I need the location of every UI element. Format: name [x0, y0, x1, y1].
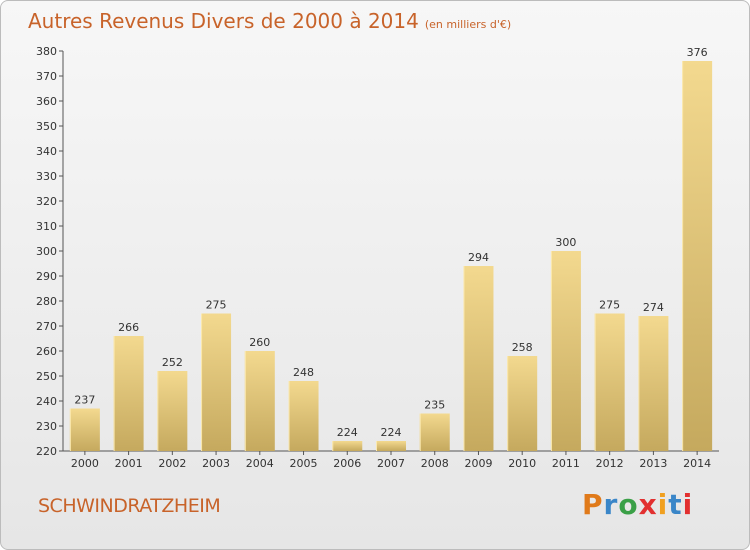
- data-label: 274: [643, 301, 664, 314]
- y-tick-label: 260: [36, 345, 57, 358]
- y-tick-label: 280: [36, 295, 57, 308]
- y-tick-label: 320: [36, 195, 57, 208]
- data-label: 252: [162, 356, 183, 369]
- data-label: 275: [206, 299, 227, 312]
- bar-2009[interactable]: [463, 266, 494, 451]
- x-tick-label: 2005: [290, 457, 318, 470]
- x-tick-label: 2004: [246, 457, 274, 470]
- data-label: 224: [337, 426, 358, 439]
- data-labels: 237 266 252 275 260 248 224 224 235 294 258 300 275 2…: [74, 46, 707, 439]
- data-label: 235: [424, 399, 445, 412]
- bar-2014[interactable]: [682, 61, 713, 451]
- logo-letter: r: [603, 488, 619, 521]
- logo-letter: i: [657, 488, 669, 521]
- bar-2004[interactable]: [244, 351, 275, 451]
- y-tick-label: 350: [36, 120, 57, 133]
- y-tick-label: 290: [36, 270, 57, 283]
- data-label: 294: [468, 251, 489, 264]
- city-name: SCHWINDRATZHEIM: [38, 495, 221, 517]
- proxiti-logo[interactable]: Proxiti: [582, 488, 693, 521]
- y-tick-label: 240: [36, 395, 57, 408]
- logo-letter: x: [638, 488, 658, 521]
- x-tick-label: 2010: [508, 457, 536, 470]
- bars: [69, 61, 713, 452]
- data-label: 260: [249, 336, 270, 349]
- x-tick-label: 2011: [552, 457, 580, 470]
- bar-2011[interactable]: [550, 251, 581, 451]
- data-label: 376: [687, 46, 708, 59]
- logo-letter: P: [582, 488, 604, 521]
- x-tick-label: 2006: [333, 457, 361, 470]
- bar-2013[interactable]: [638, 316, 669, 451]
- x-tick-label: 2009: [464, 457, 492, 470]
- logo-letter: t: [668, 488, 683, 521]
- bar-2008[interactable]: [419, 413, 450, 452]
- chart-title: Autres Revenus Divers de 2000 à 2014 (en …: [28, 9, 511, 33]
- x-tick-label: 2007: [377, 457, 405, 470]
- data-label: 300: [555, 236, 576, 249]
- bar-2006[interactable]: [332, 441, 363, 451]
- y-tick-label: 230: [36, 420, 57, 433]
- axes: 220 230 240 250 260 270 280 290 300 310 320 330 340 3…: [36, 45, 719, 470]
- bar-2005[interactable]: [288, 381, 319, 451]
- x-tick-label: 2008: [421, 457, 449, 470]
- data-label: 275: [599, 299, 620, 312]
- data-label: 248: [293, 366, 314, 379]
- y-tick-label: 380: [36, 45, 57, 58]
- x-tick-label: 2000: [71, 457, 99, 470]
- y-tick-label: 310: [36, 220, 57, 233]
- y-tick-label: 250: [36, 370, 57, 383]
- y-tick-label: 220: [36, 445, 57, 458]
- bar-2012[interactable]: [594, 313, 625, 452]
- data-label: 258: [512, 341, 533, 354]
- bar-2000[interactable]: [69, 408, 100, 452]
- y-tick-label: 370: [36, 70, 57, 83]
- bar-2002[interactable]: [157, 371, 188, 451]
- bar-2001[interactable]: [113, 336, 144, 451]
- title-text: Autres Revenus Divers de 2000 à 2014: [28, 9, 419, 33]
- data-label: 237: [74, 394, 95, 407]
- unit-note: (en milliers d'€): [424, 18, 512, 31]
- logo-letter: o: [618, 488, 639, 521]
- x-tick-label: 2012: [596, 457, 624, 470]
- data-label: 224: [381, 426, 402, 439]
- y-tick-label: 330: [36, 170, 57, 183]
- logo-letter: i: [682, 488, 694, 521]
- y-tick-label: 300: [36, 245, 57, 258]
- bar-2003[interactable]: [201, 313, 232, 452]
- y-tick-label: 270: [36, 320, 57, 333]
- x-tick-label: 2014: [683, 457, 711, 470]
- y-tick-label: 360: [36, 95, 57, 108]
- y-tick-label: 340: [36, 145, 57, 158]
- data-label: 266: [118, 321, 139, 334]
- bar-2007[interactable]: [376, 441, 406, 451]
- x-tick-label: 2002: [158, 457, 186, 470]
- bar-2010[interactable]: [507, 356, 538, 451]
- x-tick-label: 2001: [115, 457, 143, 470]
- x-tick-label: 2003: [202, 457, 230, 470]
- x-tick-label: 2013: [639, 457, 667, 470]
